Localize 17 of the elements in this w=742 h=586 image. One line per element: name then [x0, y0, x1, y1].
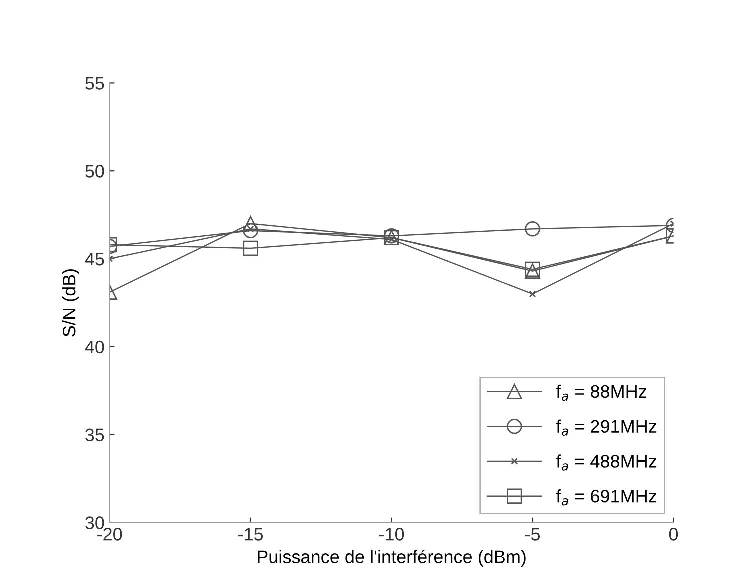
y-axis-title: S/N (dB) [62, 269, 80, 337]
x-axis-title: Puissance de l'interférence (dBm) [258, 550, 526, 567]
x-tick-label: -20 [98, 528, 122, 541]
y-tick-label: 50 [86, 165, 104, 178]
x-tick-label: -5 [526, 528, 540, 541]
y-tick-label: 40 [85, 340, 104, 354]
legend-label: f$_{a}$ = 88MHz [556, 384, 646, 402]
y-tick-label: 45 [85, 253, 104, 266]
legend-label: f$_{a}$ = 488MHz [556, 454, 657, 471]
y-tick-label: 35 [86, 428, 104, 442]
legend-label: f$_{a}$ = 691MHz [556, 490, 657, 506]
y-tick-label: 55 [86, 77, 104, 90]
x-tick-label: -15 [238, 528, 264, 541]
x-tick-label: -10 [380, 528, 404, 541]
x-tick-label: 0 [669, 528, 678, 541]
y-tick-label: 30 [86, 516, 104, 530]
legend-label: f$_{a}$ = 291MHz [556, 420, 657, 436]
